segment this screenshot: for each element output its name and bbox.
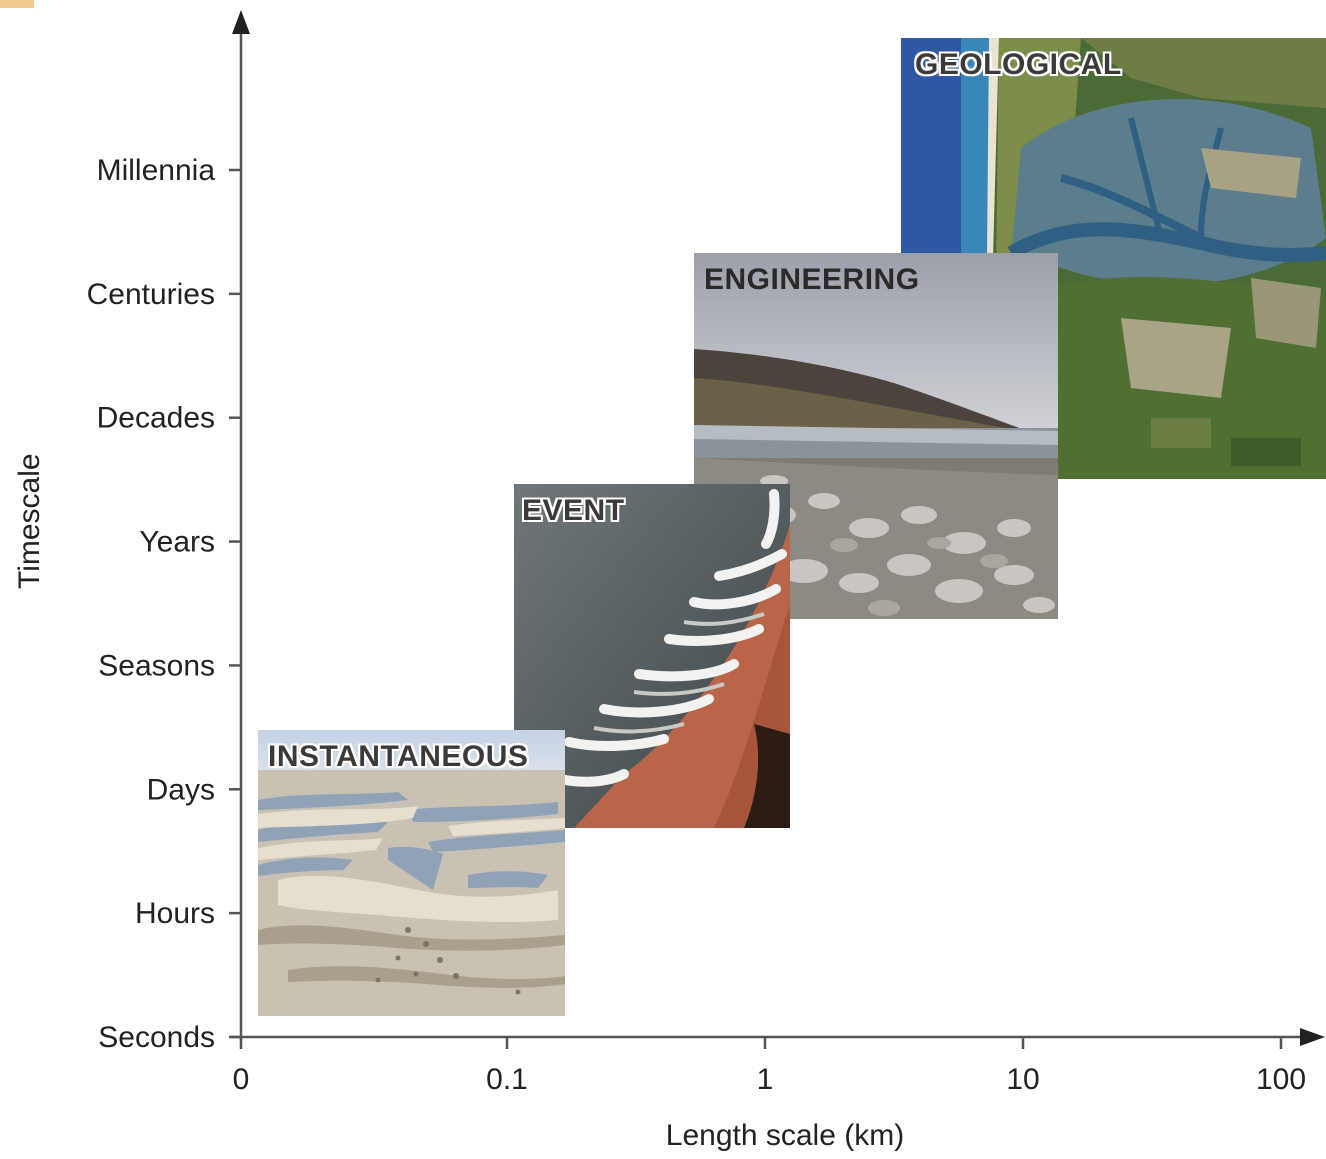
x-tick-label: 1 [757, 1063, 774, 1096]
y-tick-label: Decades [97, 402, 215, 435]
x-axis-arrow [1300, 1028, 1325, 1046]
y-axis-label: Timescale [13, 453, 46, 589]
x-axis-label: Length scale (km) [665, 1119, 905, 1152]
x-tick-label: 0 [233, 1063, 250, 1096]
y-tick-label: Centuries [87, 278, 215, 311]
y-tick-label: Millennia [97, 154, 216, 187]
panel-label-geological: GEOLOGICAL [915, 48, 1122, 81]
corner-mark [0, 0, 34, 8]
y-tick-label: Days [147, 773, 215, 806]
panel-label-event: EVENT [522, 494, 625, 527]
x-tick-label: 100 [1256, 1063, 1306, 1096]
panel-label-instantaneous: INSTANTANEOUS [268, 740, 529, 773]
y-axis-arrow [232, 10, 250, 34]
x-tick-label: 10 [1006, 1063, 1039, 1096]
panel-instantaneous: INSTANTANEOUS [258, 730, 565, 1016]
y-tick-label: Seasons [98, 649, 215, 682]
y-tick-label: Years [139, 526, 215, 559]
sand-ripples-photo [258, 730, 565, 1016]
x-tick-label: 0.1 [486, 1063, 528, 1096]
panel-label-engineering: ENGINEERING [704, 263, 920, 296]
y-tick-label: Seconds [98, 1021, 215, 1054]
y-tick-label: Hours [135, 897, 215, 930]
